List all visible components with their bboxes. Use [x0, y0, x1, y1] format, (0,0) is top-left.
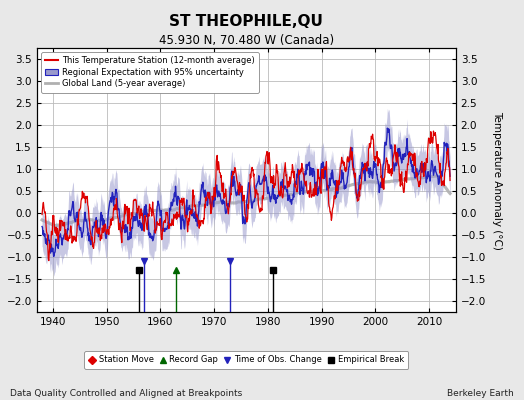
Legend: This Temperature Station (12-month average), Regional Expectation with 95% uncer: This Temperature Station (12-month avera…: [41, 52, 259, 92]
Text: ST THEOPHILE,QU: ST THEOPHILE,QU: [169, 14, 323, 29]
Text: Berkeley Earth: Berkeley Earth: [447, 389, 514, 398]
Text: 45.930 N, 70.480 W (Canada): 45.930 N, 70.480 W (Canada): [159, 34, 334, 47]
Text: Data Quality Controlled and Aligned at Breakpoints: Data Quality Controlled and Aligned at B…: [10, 389, 243, 398]
Legend: Station Move, Record Gap, Time of Obs. Change, Empirical Break: Station Move, Record Gap, Time of Obs. C…: [84, 351, 408, 369]
Y-axis label: Temperature Anomaly (°C): Temperature Anomaly (°C): [492, 110, 501, 250]
